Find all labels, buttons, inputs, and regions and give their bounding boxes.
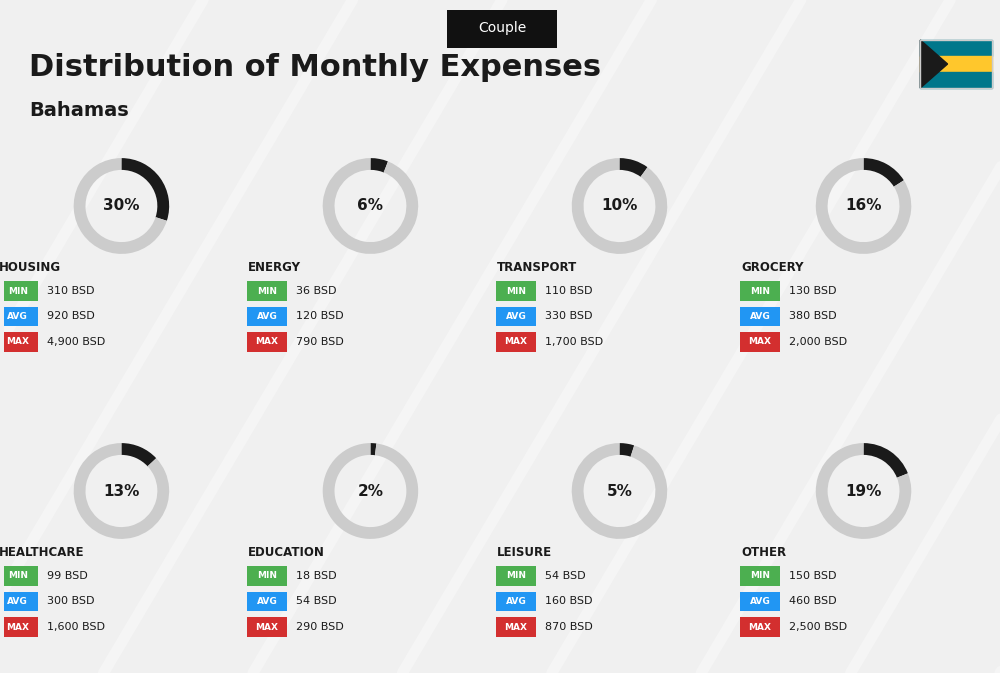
Text: GROCERY: GROCERY xyxy=(741,261,804,274)
Text: MAX: MAX xyxy=(6,623,29,631)
Text: 6%: 6% xyxy=(357,199,383,213)
Text: 54 BSD: 54 BSD xyxy=(296,596,336,606)
Text: 920 BSD: 920 BSD xyxy=(47,312,94,322)
Text: 30%: 30% xyxy=(103,199,140,213)
Text: 19%: 19% xyxy=(845,483,882,499)
FancyBboxPatch shape xyxy=(740,566,780,586)
Text: 110 BSD: 110 BSD xyxy=(545,286,592,296)
Text: 460 BSD: 460 BSD xyxy=(789,596,836,606)
Text: 2,000 BSD: 2,000 BSD xyxy=(789,337,847,347)
Text: MIN: MIN xyxy=(506,571,526,581)
Text: EDUCATION: EDUCATION xyxy=(248,546,325,559)
FancyBboxPatch shape xyxy=(496,281,536,301)
FancyBboxPatch shape xyxy=(247,617,287,637)
FancyBboxPatch shape xyxy=(496,332,536,352)
Text: MAX: MAX xyxy=(748,623,771,631)
Text: 380 BSD: 380 BSD xyxy=(789,312,836,322)
Text: HEALTHCARE: HEALTHCARE xyxy=(0,546,84,559)
Text: AVG: AVG xyxy=(506,312,526,321)
Bar xyxy=(920,40,992,88)
Text: 18 BSD: 18 BSD xyxy=(296,571,336,581)
FancyBboxPatch shape xyxy=(247,332,287,352)
Text: 36 BSD: 36 BSD xyxy=(296,286,336,296)
Text: 1,600 BSD: 1,600 BSD xyxy=(47,622,105,632)
Text: 2%: 2% xyxy=(357,483,383,499)
Text: ENERGY: ENERGY xyxy=(248,261,301,274)
FancyBboxPatch shape xyxy=(247,281,287,301)
FancyBboxPatch shape xyxy=(0,566,38,586)
Text: LEISURE: LEISURE xyxy=(497,546,552,559)
Text: 790 BSD: 790 BSD xyxy=(296,337,343,347)
FancyBboxPatch shape xyxy=(247,566,287,586)
FancyBboxPatch shape xyxy=(0,307,38,326)
Text: MIN: MIN xyxy=(8,287,28,295)
Text: AVG: AVG xyxy=(256,597,277,606)
Text: 1,700 BSD: 1,700 BSD xyxy=(545,337,603,347)
FancyBboxPatch shape xyxy=(0,617,38,637)
FancyBboxPatch shape xyxy=(496,566,536,586)
Text: HOUSING: HOUSING xyxy=(0,261,61,274)
Text: MIN: MIN xyxy=(750,287,770,295)
Bar xyxy=(920,72,992,88)
Text: MAX: MAX xyxy=(255,337,278,347)
Text: MAX: MAX xyxy=(6,337,29,347)
Text: AVG: AVG xyxy=(7,312,28,321)
Text: Couple: Couple xyxy=(478,21,526,35)
Text: AVG: AVG xyxy=(750,597,770,606)
Text: 150 BSD: 150 BSD xyxy=(789,571,836,581)
Text: 290 BSD: 290 BSD xyxy=(296,622,343,632)
Text: MAX: MAX xyxy=(255,623,278,631)
Bar xyxy=(920,56,992,72)
Text: AVG: AVG xyxy=(7,597,28,606)
FancyBboxPatch shape xyxy=(496,307,536,326)
Text: MAX: MAX xyxy=(504,337,527,347)
Text: TRANSPORT: TRANSPORT xyxy=(497,261,577,274)
Text: AVG: AVG xyxy=(506,597,526,606)
Text: 120 BSD: 120 BSD xyxy=(296,312,343,322)
Text: MIN: MIN xyxy=(506,287,526,295)
FancyBboxPatch shape xyxy=(447,10,557,48)
FancyBboxPatch shape xyxy=(496,617,536,637)
Polygon shape xyxy=(920,40,948,88)
Text: 16%: 16% xyxy=(845,199,882,213)
Text: Distribution of Monthly Expenses: Distribution of Monthly Expenses xyxy=(29,53,601,83)
Text: 99 BSD: 99 BSD xyxy=(47,571,87,581)
Text: 13%: 13% xyxy=(103,483,140,499)
Bar xyxy=(920,40,992,56)
Text: MIN: MIN xyxy=(750,571,770,581)
Text: 300 BSD: 300 BSD xyxy=(47,596,94,606)
Text: 330 BSD: 330 BSD xyxy=(545,312,592,322)
Text: OTHER: OTHER xyxy=(741,546,786,559)
Text: AVG: AVG xyxy=(750,312,770,321)
Text: AVG: AVG xyxy=(256,312,277,321)
FancyBboxPatch shape xyxy=(0,592,38,611)
FancyBboxPatch shape xyxy=(496,592,536,611)
Text: 870 BSD: 870 BSD xyxy=(545,622,593,632)
FancyBboxPatch shape xyxy=(247,592,287,611)
Text: 54 BSD: 54 BSD xyxy=(545,571,585,581)
FancyBboxPatch shape xyxy=(740,332,780,352)
FancyBboxPatch shape xyxy=(0,332,38,352)
Text: 130 BSD: 130 BSD xyxy=(789,286,836,296)
Text: MIN: MIN xyxy=(8,571,28,581)
Text: MAX: MAX xyxy=(504,623,527,631)
Text: 160 BSD: 160 BSD xyxy=(545,596,592,606)
FancyBboxPatch shape xyxy=(740,281,780,301)
Text: Bahamas: Bahamas xyxy=(29,102,129,120)
Text: MIN: MIN xyxy=(257,571,277,581)
Text: 310 BSD: 310 BSD xyxy=(47,286,94,296)
Text: 10%: 10% xyxy=(601,199,638,213)
FancyBboxPatch shape xyxy=(247,307,287,326)
FancyBboxPatch shape xyxy=(0,281,38,301)
FancyBboxPatch shape xyxy=(740,617,780,637)
Text: 5%: 5% xyxy=(607,483,632,499)
FancyBboxPatch shape xyxy=(740,307,780,326)
Text: MIN: MIN xyxy=(257,287,277,295)
FancyBboxPatch shape xyxy=(740,592,780,611)
Text: 4,900 BSD: 4,900 BSD xyxy=(47,337,105,347)
Text: 2,500 BSD: 2,500 BSD xyxy=(789,622,847,632)
Text: MAX: MAX xyxy=(748,337,771,347)
